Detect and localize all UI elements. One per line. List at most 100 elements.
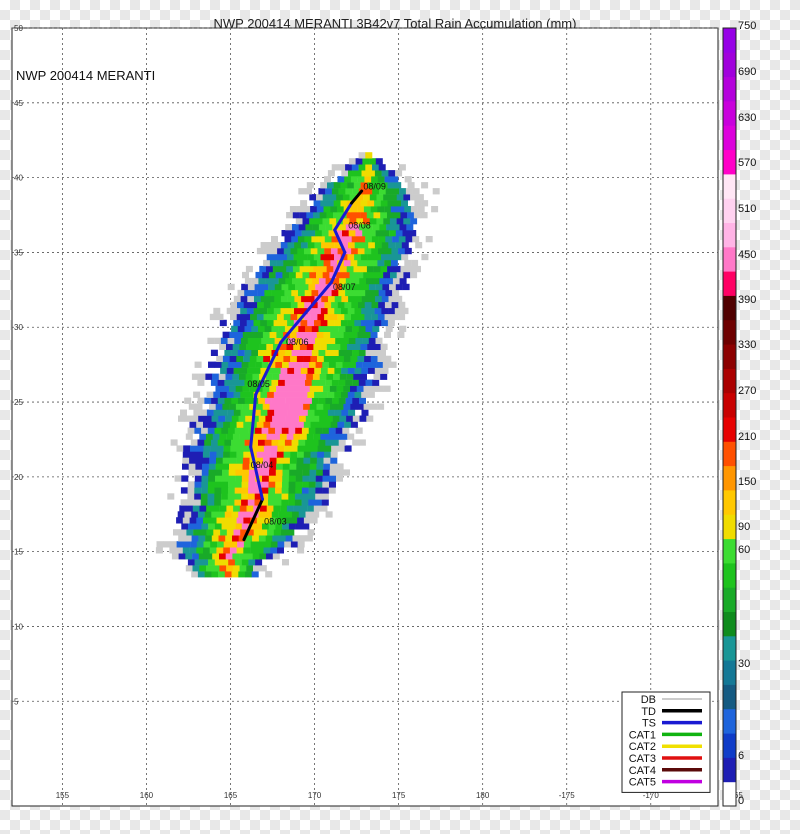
rain-cell (412, 188, 420, 195)
rain-cell (306, 212, 314, 219)
rain-cell (209, 451, 217, 458)
rain-cell (284, 379, 292, 386)
rain-cell (309, 271, 317, 279)
rain-cell (281, 337, 289, 344)
rain-cell (214, 481, 222, 488)
rain-cell (389, 230, 397, 237)
rain-cell (263, 547, 271, 554)
rain-cell (289, 403, 297, 410)
rain-cell (308, 361, 316, 368)
x-tick-label: -175 (559, 791, 576, 800)
rain-cell (336, 385, 344, 392)
rain-cell (325, 277, 333, 285)
rain-cell (208, 523, 216, 530)
rain-cell (298, 349, 306, 356)
rain-cell (324, 313, 332, 321)
colorbar-segment (723, 319, 736, 345)
rain-cell (325, 349, 333, 356)
rain-cell (305, 277, 313, 285)
rain-cell (358, 349, 366, 356)
rain-cell (232, 343, 240, 350)
rain-cell (316, 206, 324, 213)
rain-cell (314, 242, 322, 249)
rain-cell (368, 337, 376, 344)
rain-cell (241, 487, 249, 494)
rain-cell (200, 409, 208, 416)
rain-cell (399, 277, 407, 285)
rain-cell (379, 349, 386, 356)
rain-cell (412, 236, 420, 243)
rain-cell (324, 421, 331, 428)
rain-cell (362, 283, 370, 291)
rain-cell (187, 493, 195, 500)
rain-cell (261, 481, 269, 488)
rain-cell (192, 505, 200, 512)
rain-cell (311, 289, 319, 297)
rain-cell (247, 295, 255, 303)
rain-cell (260, 529, 268, 536)
rain-cell (280, 367, 288, 374)
rain-cell (223, 547, 231, 554)
rain-cell (272, 373, 280, 380)
rain-cell (365, 289, 373, 297)
rain-cell (298, 439, 306, 446)
rain-cell (326, 265, 334, 273)
rain-cell (197, 511, 205, 518)
rain-cell (399, 188, 407, 195)
rain-cell (387, 200, 395, 207)
rain-cell (278, 277, 286, 285)
rain-cell (367, 343, 375, 350)
rain-cell (341, 242, 349, 249)
rain-cell (304, 445, 312, 452)
rain-cell (331, 164, 339, 171)
rain-cell (227, 283, 235, 291)
rain-cell (252, 553, 260, 560)
rain-cell (303, 517, 311, 524)
rain-cell (222, 469, 229, 476)
rain-cell (370, 259, 378, 267)
rain-cell (247, 337, 255, 344)
rain-cell (292, 277, 299, 285)
rain-cell (273, 367, 281, 374)
rain-cell (274, 242, 281, 249)
rain-cell (189, 517, 197, 524)
rain-cell (368, 283, 376, 291)
rain-cell (268, 475, 276, 482)
rain-cell (310, 331, 317, 338)
rain-cell (247, 409, 255, 416)
rain-cell (339, 415, 347, 422)
rain-cell (363, 331, 371, 338)
rain-cell (341, 295, 349, 303)
map-title: NWP 200414 MERANTI 3B42v7 Total Rain Acc… (213, 16, 577, 31)
rain-cell (263, 445, 271, 452)
rain-cell (288, 481, 296, 488)
rain-cell (354, 295, 362, 303)
rain-cell (415, 242, 423, 249)
rain-cell (254, 283, 262, 291)
rain-cell (334, 391, 342, 398)
rain-cell (258, 349, 265, 356)
rain-cell (321, 242, 329, 249)
rain-cell (206, 505, 214, 512)
rain-cell (361, 307, 369, 315)
rain-cell (300, 505, 308, 512)
rain-cell (240, 391, 248, 398)
rain-cell (374, 242, 382, 249)
rain-cell (237, 379, 245, 386)
rain-cell (246, 307, 254, 315)
rain-cell (325, 511, 333, 518)
y-tick-label: 45 (14, 99, 23, 108)
rain-cell (360, 200, 368, 207)
rain-cell (368, 170, 376, 177)
rain-cell (189, 421, 197, 428)
rain-cell (303, 421, 311, 428)
rain-cell (350, 385, 357, 392)
rain-cell (218, 571, 226, 578)
rain-cell (211, 535, 219, 542)
rain-cell (311, 445, 318, 452)
rain-cell (237, 445, 244, 452)
rain-cell (303, 403, 311, 410)
rain-cell (342, 218, 350, 225)
rain-cell (295, 487, 303, 494)
rain-cell (281, 283, 289, 291)
